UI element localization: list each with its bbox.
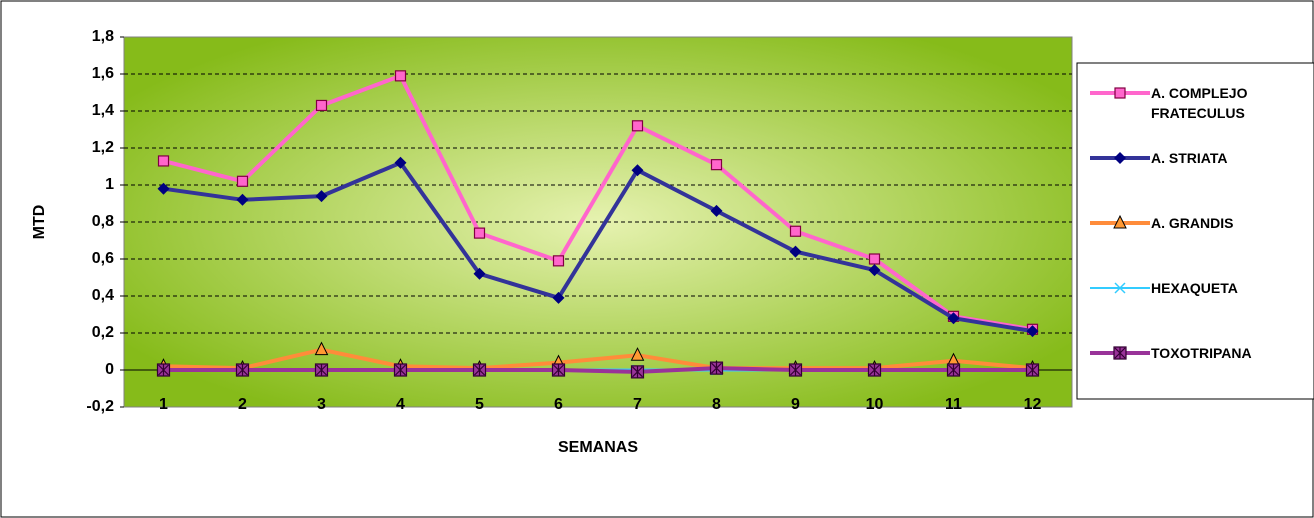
marker xyxy=(236,193,249,206)
x-tick-label: 12 xyxy=(1024,396,1042,413)
y-tick-label: 0,2 xyxy=(92,324,114,341)
x-tick-label: 10 xyxy=(866,396,884,413)
marker xyxy=(710,159,723,171)
marker xyxy=(314,363,329,377)
x-axis-title: SEMANAS xyxy=(558,439,638,456)
marker xyxy=(630,347,645,361)
y-tick-label: 1 xyxy=(105,176,114,193)
marker xyxy=(551,363,566,377)
y-tick-label: 0,4 xyxy=(92,287,114,304)
series-line xyxy=(163,73,1033,332)
marker xyxy=(156,363,171,377)
y-tick-label: 1,4 xyxy=(92,102,114,119)
marker xyxy=(789,225,802,237)
series-line xyxy=(163,347,1033,371)
legend-marker xyxy=(1114,87,1126,99)
marker xyxy=(314,341,329,356)
y-tick-label: 1,2 xyxy=(92,139,114,156)
marker xyxy=(868,253,881,265)
marker xyxy=(473,227,486,239)
marker xyxy=(789,245,802,258)
x-tick-label: 1 xyxy=(159,396,168,413)
marker xyxy=(157,182,170,195)
marker xyxy=(393,363,408,377)
marker xyxy=(710,204,723,217)
legend-label: A. STRIATA xyxy=(1151,150,1228,166)
y-tick-label: 1,6 xyxy=(92,65,114,82)
legend-label: A. GRANDIS xyxy=(1151,215,1234,231)
marker xyxy=(394,156,407,169)
legend-marker xyxy=(1114,282,1126,294)
series-line xyxy=(163,160,1033,334)
marker xyxy=(472,363,487,377)
marker xyxy=(315,190,328,203)
x-tick-label: 3 xyxy=(317,396,326,413)
marker xyxy=(473,267,486,280)
x-tick-label: 5 xyxy=(475,396,484,413)
marker xyxy=(947,312,960,325)
y-tick-label: 0,8 xyxy=(92,213,114,230)
marker xyxy=(157,155,170,167)
marker xyxy=(631,164,644,177)
legend-label: HEXAQUETA xyxy=(1151,280,1238,296)
legend-box xyxy=(1076,62,1314,400)
x-tick-label: 6 xyxy=(554,396,563,413)
y-tick-label: 0 xyxy=(105,361,114,378)
x-tick-label: 2 xyxy=(238,396,247,413)
x-tick-label: 8 xyxy=(712,396,721,413)
marker xyxy=(552,255,565,267)
marker xyxy=(1025,363,1040,377)
legend-label: A. COMPLEJO FRATECULUS xyxy=(1151,85,1248,121)
x-tick-label: 11 xyxy=(945,396,962,413)
marker xyxy=(631,120,644,132)
marker xyxy=(315,99,328,112)
series-line xyxy=(163,366,1033,374)
x-tick-label: 7 xyxy=(633,396,642,413)
x-tick-label: 4 xyxy=(396,396,405,413)
marker xyxy=(236,175,249,187)
y-tick-label: 0,6 xyxy=(92,250,114,267)
marker xyxy=(946,363,961,377)
marker xyxy=(552,291,565,304)
legend-label: TOXOTRIPANA xyxy=(1151,345,1252,361)
marker xyxy=(630,365,645,379)
marker xyxy=(867,363,882,377)
legend-marker xyxy=(1113,346,1127,360)
marker xyxy=(235,363,250,377)
y-tick-label: 1,8 xyxy=(92,28,114,45)
marker xyxy=(394,70,407,82)
x-tick-label: 9 xyxy=(791,396,800,413)
marker xyxy=(868,264,881,277)
y-axis-title: MTD xyxy=(31,205,48,240)
marker xyxy=(709,361,724,375)
y-tick-label: -0,2 xyxy=(86,398,114,415)
legend-marker xyxy=(1113,214,1127,229)
legend-marker xyxy=(1114,152,1126,164)
marker xyxy=(788,363,803,377)
marker xyxy=(1026,325,1039,338)
